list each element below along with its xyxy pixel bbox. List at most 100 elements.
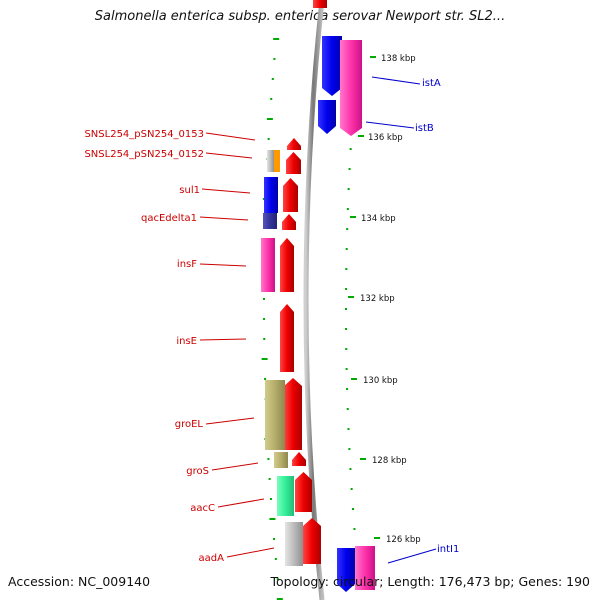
label-gros: groS [186, 466, 209, 477]
feature-gene-qac [263, 213, 277, 229]
feature-cds-sul1 [283, 178, 298, 212]
feature-cds-0153 [287, 138, 301, 150]
tick-dot [345, 368, 348, 370]
tick-dot [348, 168, 351, 170]
feature-gene-0152-gray [267, 150, 274, 172]
label-snsl254-0153: SNSL254_pSN254_0153 [84, 129, 204, 140]
feature-gene-insf [261, 238, 275, 292]
tick-dot [263, 298, 266, 300]
tick-dot [345, 308, 348, 310]
tick-dot [274, 558, 277, 560]
feature-cds-insf [280, 238, 294, 292]
major-tick [351, 378, 357, 380]
backbone-arc [303, 0, 325, 600]
feature-cds-groel [284, 378, 302, 450]
tick-label-126: 126 kbp [386, 535, 421, 545]
tick-dot [268, 478, 271, 480]
feature-gene-0152-orange [274, 150, 280, 172]
tick-dot [345, 328, 348, 330]
major-tick [374, 537, 380, 539]
tick-dot [273, 58, 276, 60]
topology-text: Topology: circular; Length: 176,473 bp; … [270, 574, 591, 589]
feature-cds-top-partial [313, 0, 327, 8]
tick-dot [345, 268, 348, 270]
labels-left: SNSL254_pSN254_0153 SNSL254_pSN254_0152 … [84, 129, 275, 564]
feature-cds-aacc [295, 472, 312, 512]
tick-dot [276, 578, 279, 580]
feature-ista-pink [340, 40, 362, 136]
tick-dot [347, 188, 350, 190]
tick-dot [264, 378, 267, 380]
label-aada: aadA [199, 553, 225, 564]
feature-cds-inse [280, 304, 294, 372]
feature-cds-gros [292, 452, 306, 466]
tick-dot [276, 598, 283, 600]
feature-inti1-pink [355, 546, 375, 590]
tick-dot [261, 358, 268, 360]
tick-dot [263, 318, 266, 320]
tick-dot [267, 458, 270, 460]
map-title: Salmonella enterica subsp. enterica sero… [94, 9, 506, 24]
tick-label-134: 134 kbp [361, 214, 396, 224]
label-inti1: intI1 [437, 544, 459, 555]
tick-label-138: 138 kbp [381, 54, 416, 64]
label-insf: insF [177, 259, 197, 270]
feature-cds-aada [303, 518, 321, 564]
feature-gene-gros [274, 452, 288, 468]
feature-cds-qac [282, 214, 296, 230]
feature-ista-blue [322, 36, 342, 96]
tick-dot [346, 208, 349, 210]
label-aacc: aacC [190, 503, 215, 514]
features [261, 0, 375, 592]
feature-istb [318, 100, 336, 134]
tick-dot [273, 538, 276, 540]
tick-dot [269, 498, 272, 500]
tick-dot [350, 488, 353, 490]
labels-right: istA istB intI1 [365, 76, 459, 564]
label-groel: groEL [175, 419, 204, 430]
tick-dot [273, 38, 280, 40]
label-inse: insE [176, 336, 197, 347]
feature-gene-groel [265, 380, 285, 450]
tick-dot [346, 408, 349, 410]
label-qacedelta1: qacEdelta1 [141, 213, 197, 224]
tick-dot [347, 428, 350, 430]
label-ista: istA [422, 78, 441, 89]
label-snsl254-0152: SNSL254_pSN254_0152 [84, 149, 204, 160]
major-tick [350, 216, 356, 218]
label-sul1: sul1 [179, 185, 200, 196]
tick-dot [346, 388, 349, 390]
tick-dot [349, 468, 352, 470]
tick-dot [345, 248, 348, 250]
tick-dot [351, 508, 354, 510]
tick-dot [266, 118, 273, 120]
tick-dot [349, 148, 352, 150]
tick-label-128: 128 kbp [372, 456, 407, 466]
major-tick [370, 56, 376, 58]
feature-gene-sul1 [264, 177, 278, 213]
tick-dot [263, 338, 266, 340]
feature-cds-0152 [286, 152, 301, 174]
tick-dot [270, 98, 273, 100]
feature-gene-aacc [277, 476, 294, 516]
tick-dot [267, 138, 270, 140]
tick-dot [348, 448, 351, 450]
tick-label-136: 136 kbp [368, 133, 403, 143]
label-istb: istB [415, 123, 434, 134]
tick-dot [346, 228, 349, 230]
major-tick [360, 458, 366, 460]
accession-text: Accession: NC_009140 [8, 574, 151, 589]
major-tick [358, 135, 364, 137]
tick-dot [345, 288, 348, 290]
tick-dot [353, 528, 356, 530]
feature-gene-aada [285, 522, 303, 566]
tick-dot [345, 348, 348, 350]
major-tick [348, 296, 354, 298]
feature-inti1-blue [337, 548, 355, 592]
tick-dot [271, 78, 274, 80]
kbp-ticks: 138 kbp 136 kbp 134 kbp 132 kbp 130 kbp … [360, 54, 421, 545]
tick-label-130: 130 kbp [363, 376, 398, 386]
tick-label-132: 132 kbp [360, 294, 395, 304]
tick-dot [269, 518, 276, 520]
